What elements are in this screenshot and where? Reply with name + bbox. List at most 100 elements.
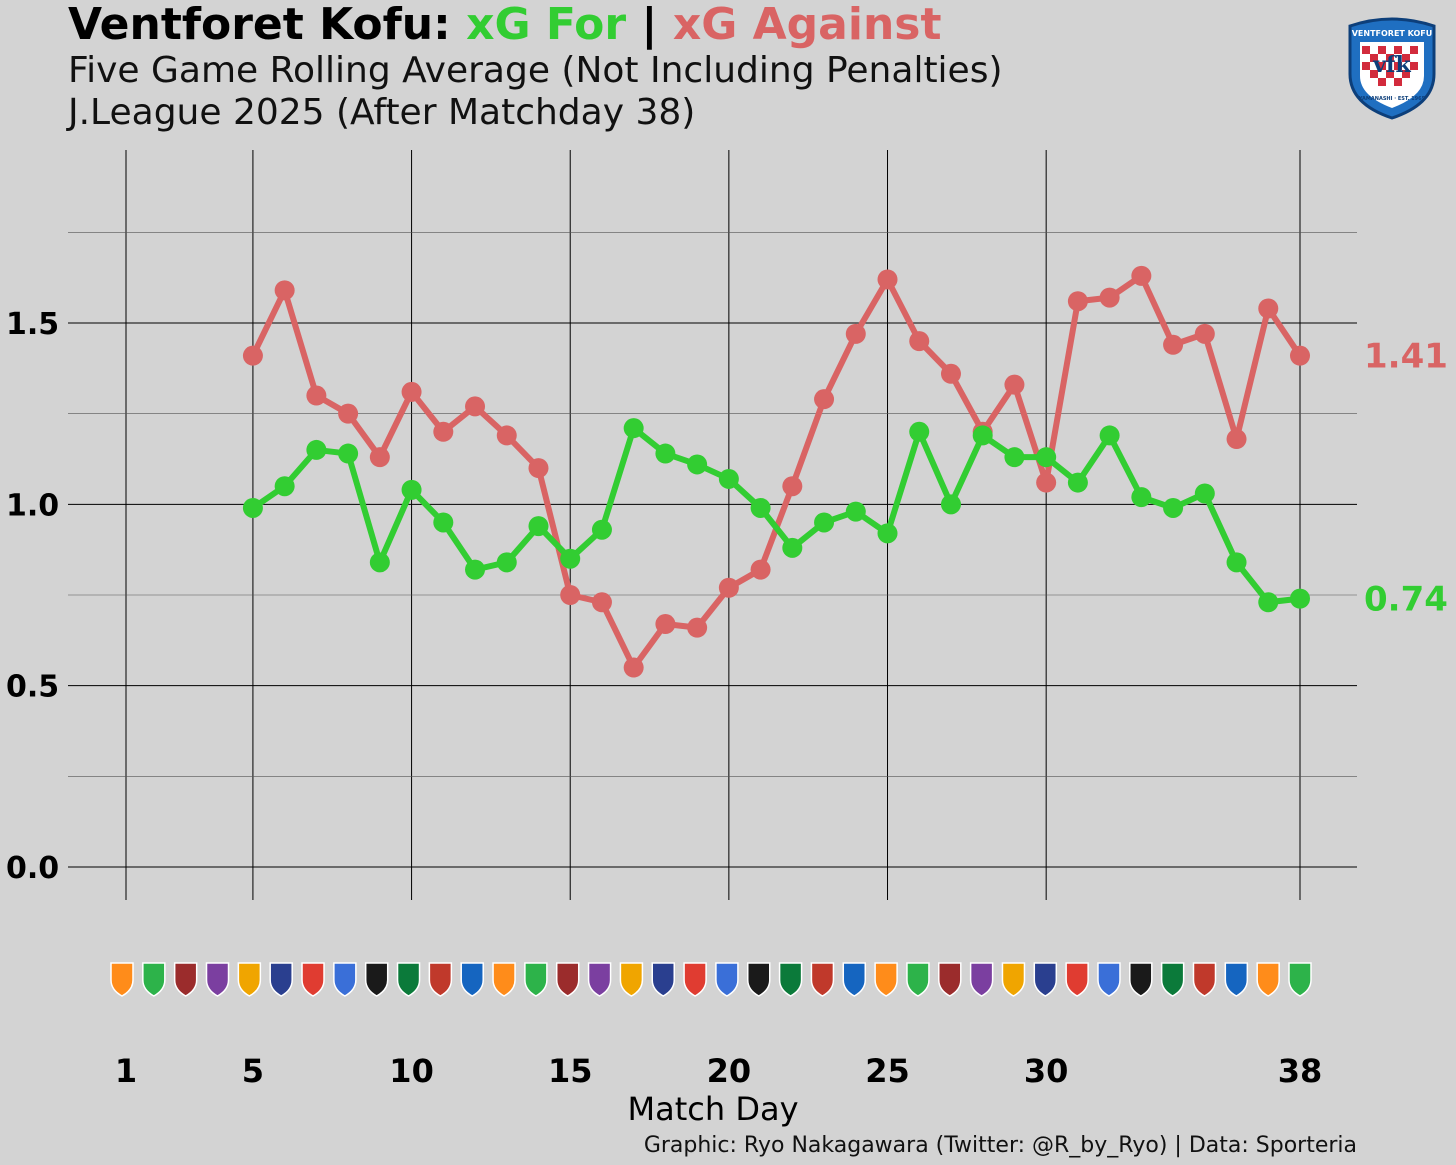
xg-againstpoint xyxy=(465,396,486,417)
xg-againstpoint xyxy=(687,617,708,638)
xg-againstpoint xyxy=(655,614,676,635)
xg-forpoint xyxy=(782,537,803,558)
xg-againstpoint xyxy=(1131,265,1152,286)
logo-text-top: VENTFORET KOFU xyxy=(1352,29,1433,38)
opponent-badge-icon xyxy=(555,962,580,997)
y-tick-label: 1.0 xyxy=(6,488,59,523)
club-logo: VENTFORET KOFU vfk YAMANASHI · EST. 1965 xyxy=(1344,12,1440,122)
end-labels: 1.41 0.74 xyxy=(1364,337,1448,620)
y-axis-ticks: 0.0 0.5 1.0 1.5 xyxy=(6,307,59,886)
xg-againstpoint xyxy=(1004,374,1025,395)
opponent-badges xyxy=(110,962,1312,997)
y-tick-label: 0.0 xyxy=(6,851,59,886)
xg-againstpoint xyxy=(274,280,295,301)
xg-againstpoint xyxy=(338,403,359,424)
xg-forpoint xyxy=(718,468,739,489)
xg-forpoint xyxy=(401,479,422,500)
xg-forpoint xyxy=(1131,487,1152,508)
opponent-badge-icon xyxy=(906,962,930,997)
xg-forpoint xyxy=(750,497,771,518)
xg-forpoint xyxy=(465,559,486,580)
xg-forpoint xyxy=(560,548,581,569)
xg-forpoint xyxy=(1004,447,1025,468)
xg-againstpoint xyxy=(782,476,803,497)
xg-againstpoint xyxy=(845,323,866,344)
logo-monogram: vfk xyxy=(1372,52,1411,78)
xg-forend-label: 0.74 xyxy=(1364,580,1448,620)
xg-forpoint xyxy=(496,552,517,573)
opponent-badge-icon xyxy=(778,962,803,997)
opponent-badge-icon xyxy=(1001,962,1026,997)
opponent-badge-icon xyxy=(110,962,134,997)
xg-forpoint xyxy=(1163,497,1184,518)
xg-againstpoint xyxy=(1067,291,1088,312)
xg-forpoint xyxy=(1036,447,1057,468)
xg-forpoint xyxy=(1099,425,1120,446)
opponent-badge-icon xyxy=(619,962,644,997)
opponent-badge-icon xyxy=(301,962,325,997)
xg-forline xyxy=(249,425,1303,606)
x-tick-label: 38 xyxy=(1278,1052,1323,1090)
xg-againstpoint xyxy=(1194,323,1215,344)
opponent-badge-icon xyxy=(492,962,516,997)
opponent-badge-icon xyxy=(269,962,293,997)
chart-title-block: Ventforet Kofu: xG For | xG Against Five… xyxy=(68,0,1003,134)
xg-againstpoint xyxy=(401,381,422,402)
y-tick-label: 1.5 xyxy=(6,307,59,342)
opponent-badge-icon xyxy=(683,962,707,997)
x-tick-label: 25 xyxy=(865,1052,910,1090)
xg-againstpoint xyxy=(1036,472,1057,493)
opponent-badge-icon xyxy=(1224,962,1249,997)
opponent-badge-icon xyxy=(205,962,230,997)
xg-forpoint xyxy=(1290,588,1310,609)
xg-againstpoint xyxy=(496,425,517,446)
xg-forpoint xyxy=(591,519,612,540)
xg-againstpoint xyxy=(369,447,390,468)
title-xg-against: xG Against xyxy=(672,0,942,50)
xg-againstpoint xyxy=(306,385,327,406)
xg-againstpoint xyxy=(1290,345,1310,366)
xg-forpoint xyxy=(1194,483,1215,504)
xg-forpoint xyxy=(274,476,295,497)
chart-caption: Graphic: Ryo Nakagawara (Twitter: @R_by_… xyxy=(644,1133,1357,1158)
xg-againstline xyxy=(249,272,1303,671)
xg-againstpoint xyxy=(877,269,898,290)
x-tick-label: 15 xyxy=(548,1052,593,1090)
xg-forpoint xyxy=(1258,592,1279,613)
xg-againstpoint xyxy=(750,559,771,580)
opponent-badge-icon xyxy=(460,962,484,997)
xg-forpoint xyxy=(687,454,708,475)
opponent-badge-icon xyxy=(1129,962,1153,997)
opponent-badge-icon xyxy=(173,962,198,997)
opponent-badge-icon xyxy=(1288,962,1312,997)
opponent-badge-icon xyxy=(428,962,453,997)
opponent-badge-icon xyxy=(587,962,612,997)
title-xg-for: xG For xyxy=(466,0,627,50)
xg-forpoint xyxy=(242,497,263,518)
xg-forpoint xyxy=(623,418,644,439)
chart-subtitle-2: J.League 2025 (After Matchday 38) xyxy=(68,92,696,133)
xg-forpoint xyxy=(972,425,993,446)
opponent-badge-icon xyxy=(1033,962,1058,997)
xg-againstpoint xyxy=(242,345,263,366)
title-team: Ventforet Kofu: xyxy=(68,0,451,50)
opponent-badge-icon xyxy=(874,962,898,997)
xg-forpoint xyxy=(877,523,898,544)
x-tick-label: 1 xyxy=(115,1052,137,1090)
opponent-badge-icon xyxy=(142,962,166,997)
xg-forpoint xyxy=(1067,472,1088,493)
x-tick-label: 10 xyxy=(389,1052,434,1090)
opponent-badge-icon xyxy=(1065,962,1089,997)
xg-forpoint xyxy=(433,512,454,533)
xg-againstpoint xyxy=(1099,287,1120,308)
x-tick-label: 30 xyxy=(1024,1052,1069,1090)
xg-againstpoint xyxy=(623,657,644,678)
opponent-badge-icon xyxy=(938,962,962,997)
xg-forpoint xyxy=(528,516,549,537)
xg-forpoint xyxy=(814,512,835,533)
xg-forpoint xyxy=(845,501,866,522)
xg-againstpoint xyxy=(1163,334,1184,355)
opponent-badge-icon xyxy=(747,962,771,997)
opponent-badge-icon xyxy=(1256,962,1280,997)
opponent-badge-icon xyxy=(237,962,262,997)
